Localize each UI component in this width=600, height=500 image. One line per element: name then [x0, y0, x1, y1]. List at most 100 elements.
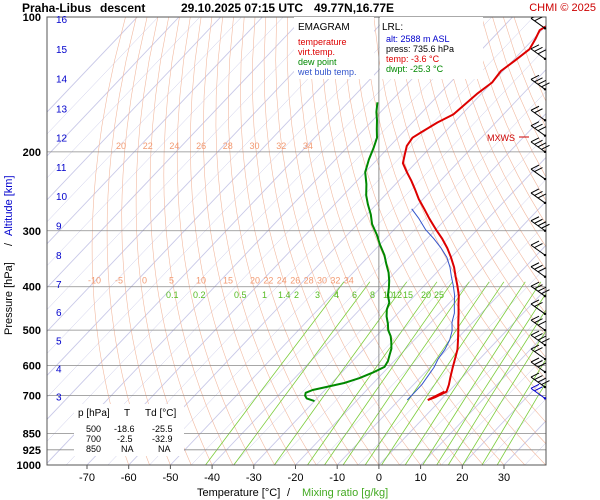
- x-tick-label: 0: [376, 472, 382, 484]
- mixing-ratio-line: [436, 292, 546, 465]
- wind-barb-base: [543, 295, 547, 298]
- isotherm-line: [47, 17, 263, 245]
- table-box: [74, 404, 184, 456]
- altitude-tick-label: 11: [56, 163, 67, 174]
- table-cell: -32.9: [152, 434, 173, 444]
- dry-adiabat-line: [459, 17, 546, 225]
- dry-adiabat-label: 20: [116, 141, 126, 151]
- altitude-tick-label: 8: [56, 251, 62, 262]
- wind-barb-feather: [530, 357, 540, 363]
- isotherm-line: [232, 135, 546, 465]
- wind-barb-feather: [541, 289, 550, 295]
- isotherm-line: [47, 17, 222, 201]
- wind-barb-feather: [534, 46, 543, 52]
- mixing-ratio-label: 0.5: [234, 290, 247, 300]
- wind-barb-base: [543, 229, 547, 232]
- wind-barb-staff: [530, 387, 546, 399]
- wind-barb-feather: [530, 121, 540, 127]
- isotherm-line: [441, 354, 546, 465]
- wind-barb-feather: [534, 243, 543, 249]
- y-axis-label-altitude: Altitude [km]: [3, 175, 15, 236]
- wind-barb-feather: [541, 380, 550, 386]
- wind-barb-base: [543, 57, 547, 61]
- dry-adiabat-label: 15: [223, 276, 233, 286]
- wind-barb-base: [543, 328, 547, 332]
- isotherm-line: [357, 266, 546, 465]
- dry-adiabat-line: [405, 17, 546, 337]
- mixing-ratio-line: [307, 281, 438, 465]
- wind-barb-base: [543, 88, 547, 91]
- mixing-ratio-label: 0.1: [166, 290, 179, 300]
- mixing-ratio-label: 25: [434, 290, 444, 300]
- wind-barb-feather: [530, 44, 540, 50]
- series-layer: [304, 25, 546, 403]
- isotherm-line: [420, 332, 546, 465]
- wind-barb-base: [543, 312, 547, 316]
- wind-barb-feather: [534, 333, 543, 339]
- wind-barb-feather: [534, 190, 543, 196]
- dry-adiabat-line: [362, 17, 546, 423]
- x-tick-label: -70: [79, 472, 95, 484]
- legend-item-virt-temp: virt.temp.: [298, 47, 335, 57]
- pressure-tick-label: 200: [23, 147, 41, 159]
- pressure-tick-label: 300: [23, 226, 41, 238]
- wind-barb-feather: [534, 318, 543, 324]
- mixing-ratio-label: 20: [421, 290, 431, 300]
- x-tick-label: -10: [329, 472, 345, 484]
- pressure-tick-label: 600: [23, 361, 41, 373]
- dry-adiabat-line: [427, 17, 546, 293]
- pressure-tick-label: 850: [23, 428, 41, 440]
- wind-barb-feather: [534, 360, 543, 365]
- table-cell: 850: [86, 444, 101, 454]
- isotherm-line: [295, 200, 546, 465]
- wind-barb-staff: [530, 348, 546, 360]
- table-header-t: T: [124, 408, 130, 419]
- dry-adiabat-label: 22: [143, 141, 153, 151]
- wind-barb-feather: [541, 223, 550, 229]
- wind-barb-base: [543, 201, 547, 205]
- mixing-ratio-line: [447, 309, 546, 465]
- dry-adiabat-line: [449, 17, 546, 248]
- isotherm-line: [545, 464, 546, 465]
- dry-adiabat-label: 30: [250, 141, 260, 151]
- mixing-ratio-label: 4: [334, 290, 339, 300]
- x-tick-label: -50: [162, 472, 178, 484]
- legend-item-wet-bulb: wet bulb temp.: [297, 67, 357, 77]
- x-tick-label: -20: [288, 472, 304, 484]
- altitude-tick-label: 13: [56, 104, 68, 115]
- isotherm-line: [253, 156, 546, 465]
- x-tick-label: -30: [246, 472, 262, 484]
- dry-adiabat-label: 5: [169, 276, 174, 286]
- wind-barb-feather: [530, 240, 540, 246]
- isotherm-line: [47, 17, 326, 310]
- altitude-tick-label: 9: [56, 221, 62, 232]
- wind-barb-feather: [537, 362, 547, 368]
- isotherm-line: [47, 17, 430, 420]
- y-axis-label: Pressure [hPa]: [3, 262, 15, 335]
- wind-barb-feather: [534, 77, 543, 83]
- copyright: CHMI © 2025: [529, 2, 596, 14]
- isotherm-line: [47, 17, 367, 354]
- dry-adiabat-label: 22: [263, 276, 273, 286]
- wind-barb-base: [543, 150, 547, 154]
- mixing-ratio-label: 8: [370, 290, 375, 300]
- dry-adiabat-label: 30: [317, 276, 327, 286]
- isotherm-line: [47, 17, 201, 179]
- wind-barb-base: [543, 177, 547, 181]
- wind-barb-feather: [530, 188, 540, 194]
- wind-barb-staff: [530, 303, 546, 315]
- lrl-title: LRL:: [382, 22, 403, 33]
- legend-box: [294, 17, 374, 79]
- wind-barb-feather: [530, 164, 540, 170]
- station-position: 49.77N,16.77E: [314, 1, 394, 15]
- station-title: Praha-Libus: [22, 1, 92, 15]
- table-cell: -2.5: [117, 434, 133, 444]
- dry-adiabat-label: 0: [142, 276, 147, 286]
- dry-adiabat-label: 24: [169, 141, 179, 151]
- altitude-tick-label: 5: [56, 336, 62, 347]
- wind-barb-feather: [530, 262, 540, 268]
- isotherm-line: [274, 179, 546, 465]
- sounding-datetime: 29.10.2025 07:15 UTC: [181, 1, 303, 15]
- wind-barb-feather: [534, 375, 543, 381]
- wind-barb-staff: [530, 17, 546, 29]
